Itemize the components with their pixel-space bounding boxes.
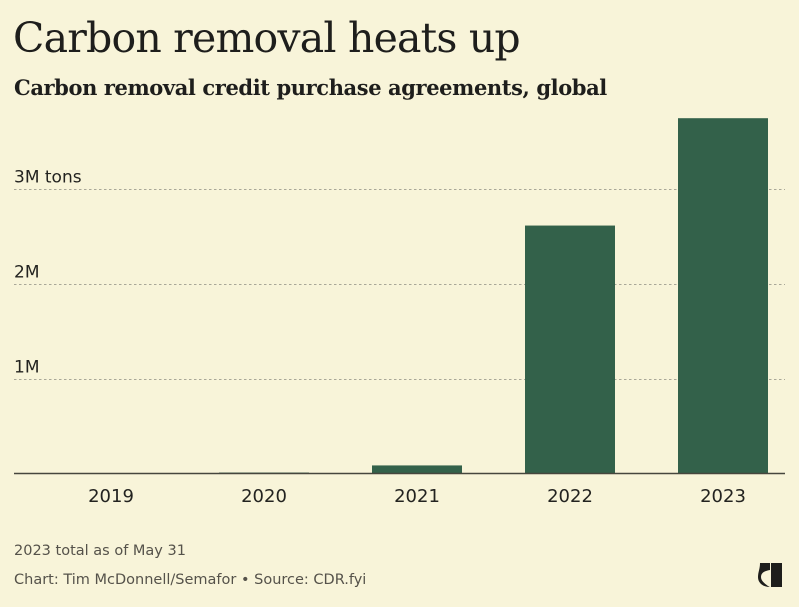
x-tick-label: 2019 [88, 486, 134, 507]
y-tick-label: 3M tons [14, 168, 82, 188]
x-tick-label: 2023 [700, 486, 746, 507]
gridlines: 1M 2M 3M tons [14, 168, 785, 380]
chart-title: Carbon removal heats up [13, 14, 521, 62]
x-tick-label: 2022 [547, 486, 593, 507]
bar-2022 [525, 225, 615, 474]
x-axis-labels: 2019 2020 2021 2022 2023 [88, 486, 746, 507]
bar-2023 [678, 118, 768, 474]
footnote: 2023 total as of May 31 [14, 543, 186, 559]
bar-2021 [372, 465, 462, 474]
bars [219, 118, 768, 474]
x-tick-label: 2021 [394, 486, 440, 507]
y-tick-label: 2M [14, 263, 39, 283]
chart-subtitle: Carbon removal credit purchase agreement… [14, 75, 607, 100]
semafor-logo-icon [758, 563, 782, 587]
x-tick-label: 2020 [241, 486, 287, 507]
y-tick-label: 1M [14, 358, 39, 378]
source-credit: Chart: Tim McDonnell/Semafor • Source: C… [14, 572, 367, 588]
